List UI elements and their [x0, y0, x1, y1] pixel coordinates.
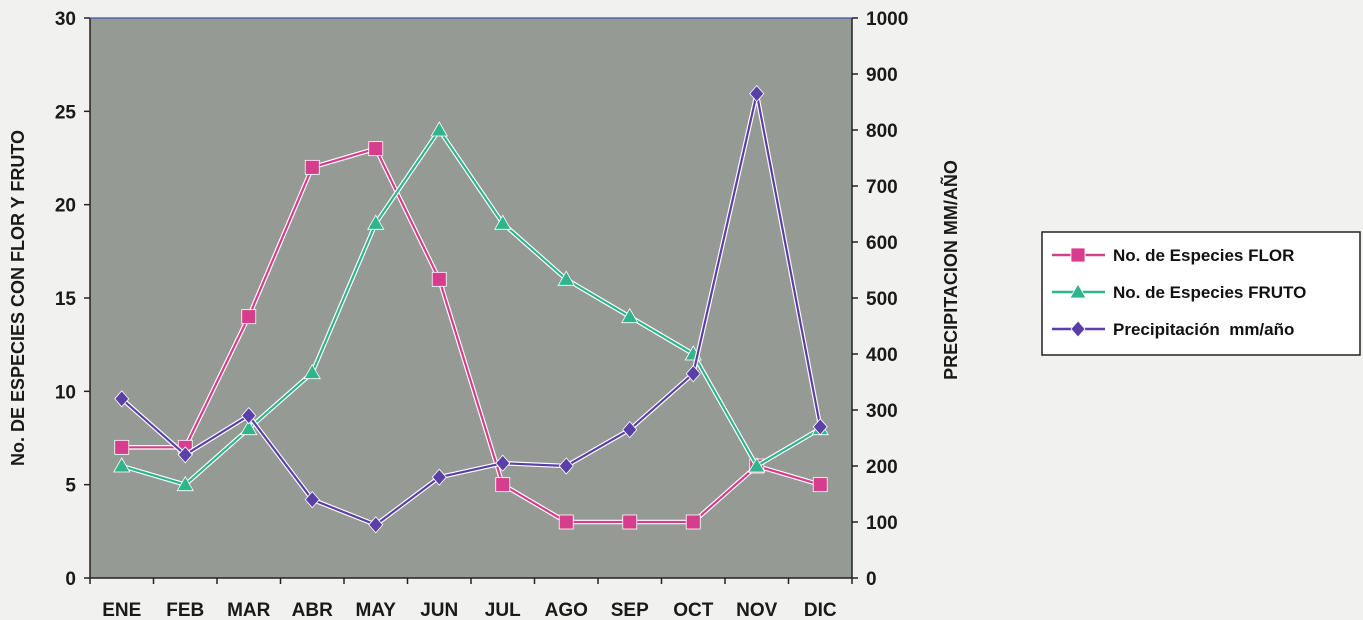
legend-marker — [1070, 320, 1086, 338]
y2-tick-label: 100 — [866, 513, 898, 534]
data-point — [622, 514, 638, 530]
data-point — [303, 363, 321, 380]
data-point — [748, 457, 766, 473]
y-tick-label: 30 — [55, 9, 76, 30]
legend-item-2: No. de Especies FRUTO — [1052, 283, 1306, 302]
data-point — [304, 490, 320, 509]
data-point — [368, 516, 384, 534]
legend-item-3: Precipitación mm/año — [1052, 320, 1294, 339]
y-tick-label: 20 — [55, 196, 76, 217]
data-point — [114, 439, 130, 455]
data-point — [240, 419, 258, 436]
legend-marker — [1070, 247, 1086, 263]
data-point — [431, 271, 447, 287]
legend-label: No. de Especies FLOR — [1113, 246, 1294, 265]
legend-label: Precipitación mm/año — [1113, 320, 1294, 339]
y-tick-label: 10 — [55, 382, 76, 403]
data-point — [431, 468, 447, 486]
data-point — [622, 420, 638, 439]
x-tick-label: JUL — [485, 600, 521, 620]
y2-tick-label: 700 — [866, 177, 898, 198]
legend-marker — [1069, 283, 1087, 299]
legend-box — [1041, 231, 1361, 356]
y2-tick-label: 900 — [866, 65, 898, 86]
x-tick-label: MAR — [227, 600, 271, 620]
data-point — [749, 84, 765, 103]
data-point — [114, 390, 130, 408]
x-tick-label: OCT — [673, 600, 714, 620]
y-tick-label: 0 — [65, 569, 76, 590]
y2-tick-label: 400 — [866, 345, 898, 366]
x-tick-label: FEB — [166, 600, 204, 620]
x-tick-label: NOV — [736, 600, 778, 620]
data-point — [367, 214, 385, 230]
y-axis-title: No. DE ESPECIES CON FLOR Y FRUTO — [8, 130, 28, 466]
x-tick-label: SEP — [611, 600, 649, 620]
data-point — [558, 457, 574, 475]
x-tick-label: ABR — [292, 600, 333, 620]
y2-tick-label: 300 — [866, 401, 898, 422]
y-tick-label: 5 — [65, 476, 76, 497]
y2-axis-title: PRECIPITACION MM/AÑO — [940, 160, 961, 380]
y2-tick-label: 600 — [866, 233, 898, 254]
y-tick-label: 15 — [55, 289, 77, 310]
x-tick-label: ENE — [102, 600, 141, 620]
plot-area — [90, 18, 852, 578]
series-1 — [114, 141, 828, 530]
data-point — [495, 477, 511, 493]
data-point — [557, 270, 575, 286]
data-point — [176, 475, 194, 492]
x-tick-label: AGO — [545, 600, 588, 620]
x-tick-label: DIC — [804, 600, 837, 620]
data-point — [812, 477, 828, 493]
legend-item-1: No. de Especies FLOR — [1052, 246, 1294, 265]
series-line — [121, 92, 822, 526]
data-point — [685, 364, 701, 383]
data-point — [812, 418, 828, 436]
y2-tick-label: 200 — [866, 457, 898, 478]
x-tick-label: MAY — [356, 600, 397, 620]
data-point — [368, 141, 384, 157]
legend: No. de Especies FLOR No. de Especies FRUT… — [1041, 231, 1361, 356]
y2-tick-label: 800 — [866, 121, 898, 142]
x-tick-label: JUN — [420, 600, 458, 620]
data-point — [113, 457, 131, 473]
y-tick-label: 25 — [55, 102, 77, 123]
series-line — [121, 147, 821, 524]
legend-label: No. de Especies FRUTO — [1113, 283, 1306, 302]
data-point — [621, 307, 639, 324]
y2-tick-label: 500 — [866, 289, 898, 310]
series-2 — [113, 121, 829, 492]
data-point — [685, 514, 701, 530]
y2-tick-label: 0 — [866, 569, 877, 590]
data-point — [558, 514, 574, 530]
data-point — [430, 121, 448, 137]
data-point — [241, 309, 257, 325]
data-point — [177, 446, 193, 464]
series-3 — [114, 84, 828, 534]
data-point — [495, 454, 511, 472]
data-point — [304, 159, 320, 175]
series-line — [121, 128, 821, 486]
data-point — [494, 214, 512, 230]
y2-tick-label: 1000 — [866, 9, 908, 30]
data-point — [241, 406, 257, 425]
